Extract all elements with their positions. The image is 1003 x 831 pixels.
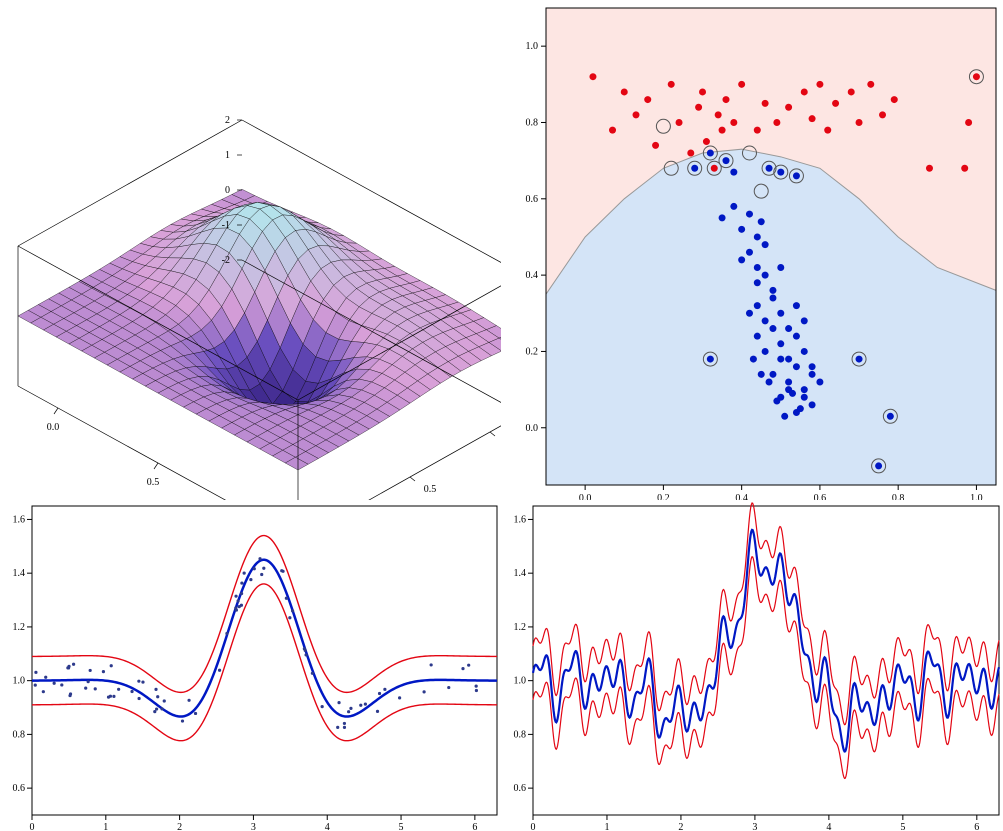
svg-text:0: 0 — [531, 822, 536, 831]
classification-scatter-plot: 0.0 0.2 0.4 0.6 0.8 1.0 0.0 0.2 0.4 0.6 0.8 1.0 — [501, 0, 1003, 500]
svg-text:0.6: 0.6 — [514, 783, 527, 794]
svg-text:5: 5 — [900, 822, 905, 831]
svg-text:-2: -2 — [222, 255, 230, 266]
svg-text:1.4: 1.4 — [13, 568, 26, 579]
svg-text:1.6: 1.6 — [514, 514, 527, 525]
svg-text:0.4: 0.4 — [735, 493, 748, 500]
svg-text:5: 5 — [399, 822, 404, 831]
svg-text:0.5: 0.5 — [424, 484, 437, 495]
gp-smooth-plot: 0 1 2 3 4 5 6 0.6 0.8 1.0 1.2 1.4 1.6 — [0, 500, 501, 831]
svg-text:0.4: 0.4 — [526, 270, 539, 281]
surface-3d-plot: 0.00.51.00.00.51.0-2-1012 — [0, 0, 501, 500]
svg-text:0.2: 0.2 — [526, 346, 539, 357]
svg-text:1.0: 1.0 — [514, 676, 527, 687]
svg-text:1: 1 — [604, 822, 609, 831]
svg-text:6: 6 — [472, 822, 477, 831]
svg-text:3: 3 — [251, 822, 256, 831]
svg-text:0: 0 — [30, 822, 35, 831]
svg-text:0.6: 0.6 — [13, 783, 26, 794]
gp-noisy-panel: 0 1 2 3 4 5 6 0.6 0.8 1.0 1.2 1.4 1.6 — [501, 500, 1003, 831]
svg-text:0.8: 0.8 — [13, 729, 26, 740]
svg-text:1.0: 1.0 — [13, 676, 26, 687]
svg-text:0.0: 0.0 — [47, 422, 60, 433]
svg-text:1.0: 1.0 — [970, 493, 983, 500]
svg-text:0.8: 0.8 — [514, 729, 527, 740]
svg-text:2: 2 — [225, 115, 230, 126]
gp-noisy-plot: 0 1 2 3 4 5 6 0.6 0.8 1.0 1.2 1.4 1.6 — [501, 500, 1003, 831]
svg-text:1: 1 — [103, 822, 108, 831]
svg-text:0.0: 0.0 — [526, 423, 539, 434]
svg-text:1: 1 — [225, 150, 230, 161]
svg-text:2: 2 — [177, 822, 182, 831]
svg-text:0.6: 0.6 — [526, 194, 539, 205]
svg-text:1.2: 1.2 — [514, 622, 527, 633]
svg-text:0.6: 0.6 — [814, 493, 827, 500]
svg-text:3: 3 — [752, 822, 757, 831]
svg-text:1.0: 1.0 — [526, 41, 539, 52]
svg-text:-1: -1 — [222, 220, 230, 231]
svg-text:0.2: 0.2 — [657, 493, 670, 500]
svg-text:1.4: 1.4 — [514, 568, 527, 579]
svg-text:1.6: 1.6 — [13, 514, 26, 525]
svg-text:4: 4 — [325, 822, 330, 831]
svg-text:2: 2 — [678, 822, 683, 831]
svg-text:4: 4 — [826, 822, 831, 831]
svg-text:0.5: 0.5 — [147, 477, 160, 488]
classification-panel: 0.0 0.2 0.4 0.6 0.8 1.0 0.0 0.2 0.4 0.6 0.8 1.0 — [501, 0, 1003, 500]
svg-text:0: 0 — [225, 185, 230, 196]
surface-3d-panel: 0.00.51.00.00.51.0-2-1012 — [0, 0, 501, 500]
svg-text:1.2: 1.2 — [13, 622, 26, 633]
svg-text:6: 6 — [974, 822, 979, 831]
svg-text:0.0: 0.0 — [579, 493, 592, 500]
svg-text:0.8: 0.8 — [892, 493, 905, 500]
svg-text:0.8: 0.8 — [526, 117, 539, 128]
gp-smooth-panel: 0 1 2 3 4 5 6 0.6 0.8 1.0 1.2 1.4 1.6 — [0, 500, 501, 831]
